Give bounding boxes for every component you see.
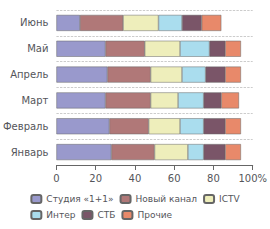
svg-text:ICTV: ICTV (219, 194, 240, 204)
svg-text:80: 80 (207, 173, 220, 184)
svg-text:Январь: Январь (11, 147, 49, 158)
svg-text:Новый канал: Новый канал (136, 194, 198, 204)
svg-text:Май: Май (27, 43, 48, 54)
svg-text:СТБ: СТБ (97, 210, 115, 220)
svg-text:Февраль: Февраль (3, 121, 49, 132)
svg-text:Интер: Интер (46, 210, 75, 220)
svg-text:Прочие: Прочие (137, 210, 172, 220)
svg-text:Апрель: Апрель (10, 69, 48, 80)
svg-text:Март: Март (21, 95, 48, 106)
svg-text:20: 20 (89, 173, 102, 184)
svg-text:40: 40 (129, 173, 142, 184)
svg-text:Студия «1+1»: Студия «1+1» (46, 194, 113, 204)
svg-text:100%: 100% (238, 173, 267, 184)
svg-text:60: 60 (168, 173, 181, 184)
svg-text:Июнь: Июнь (20, 17, 48, 28)
svg-text:0: 0 (53, 173, 59, 184)
